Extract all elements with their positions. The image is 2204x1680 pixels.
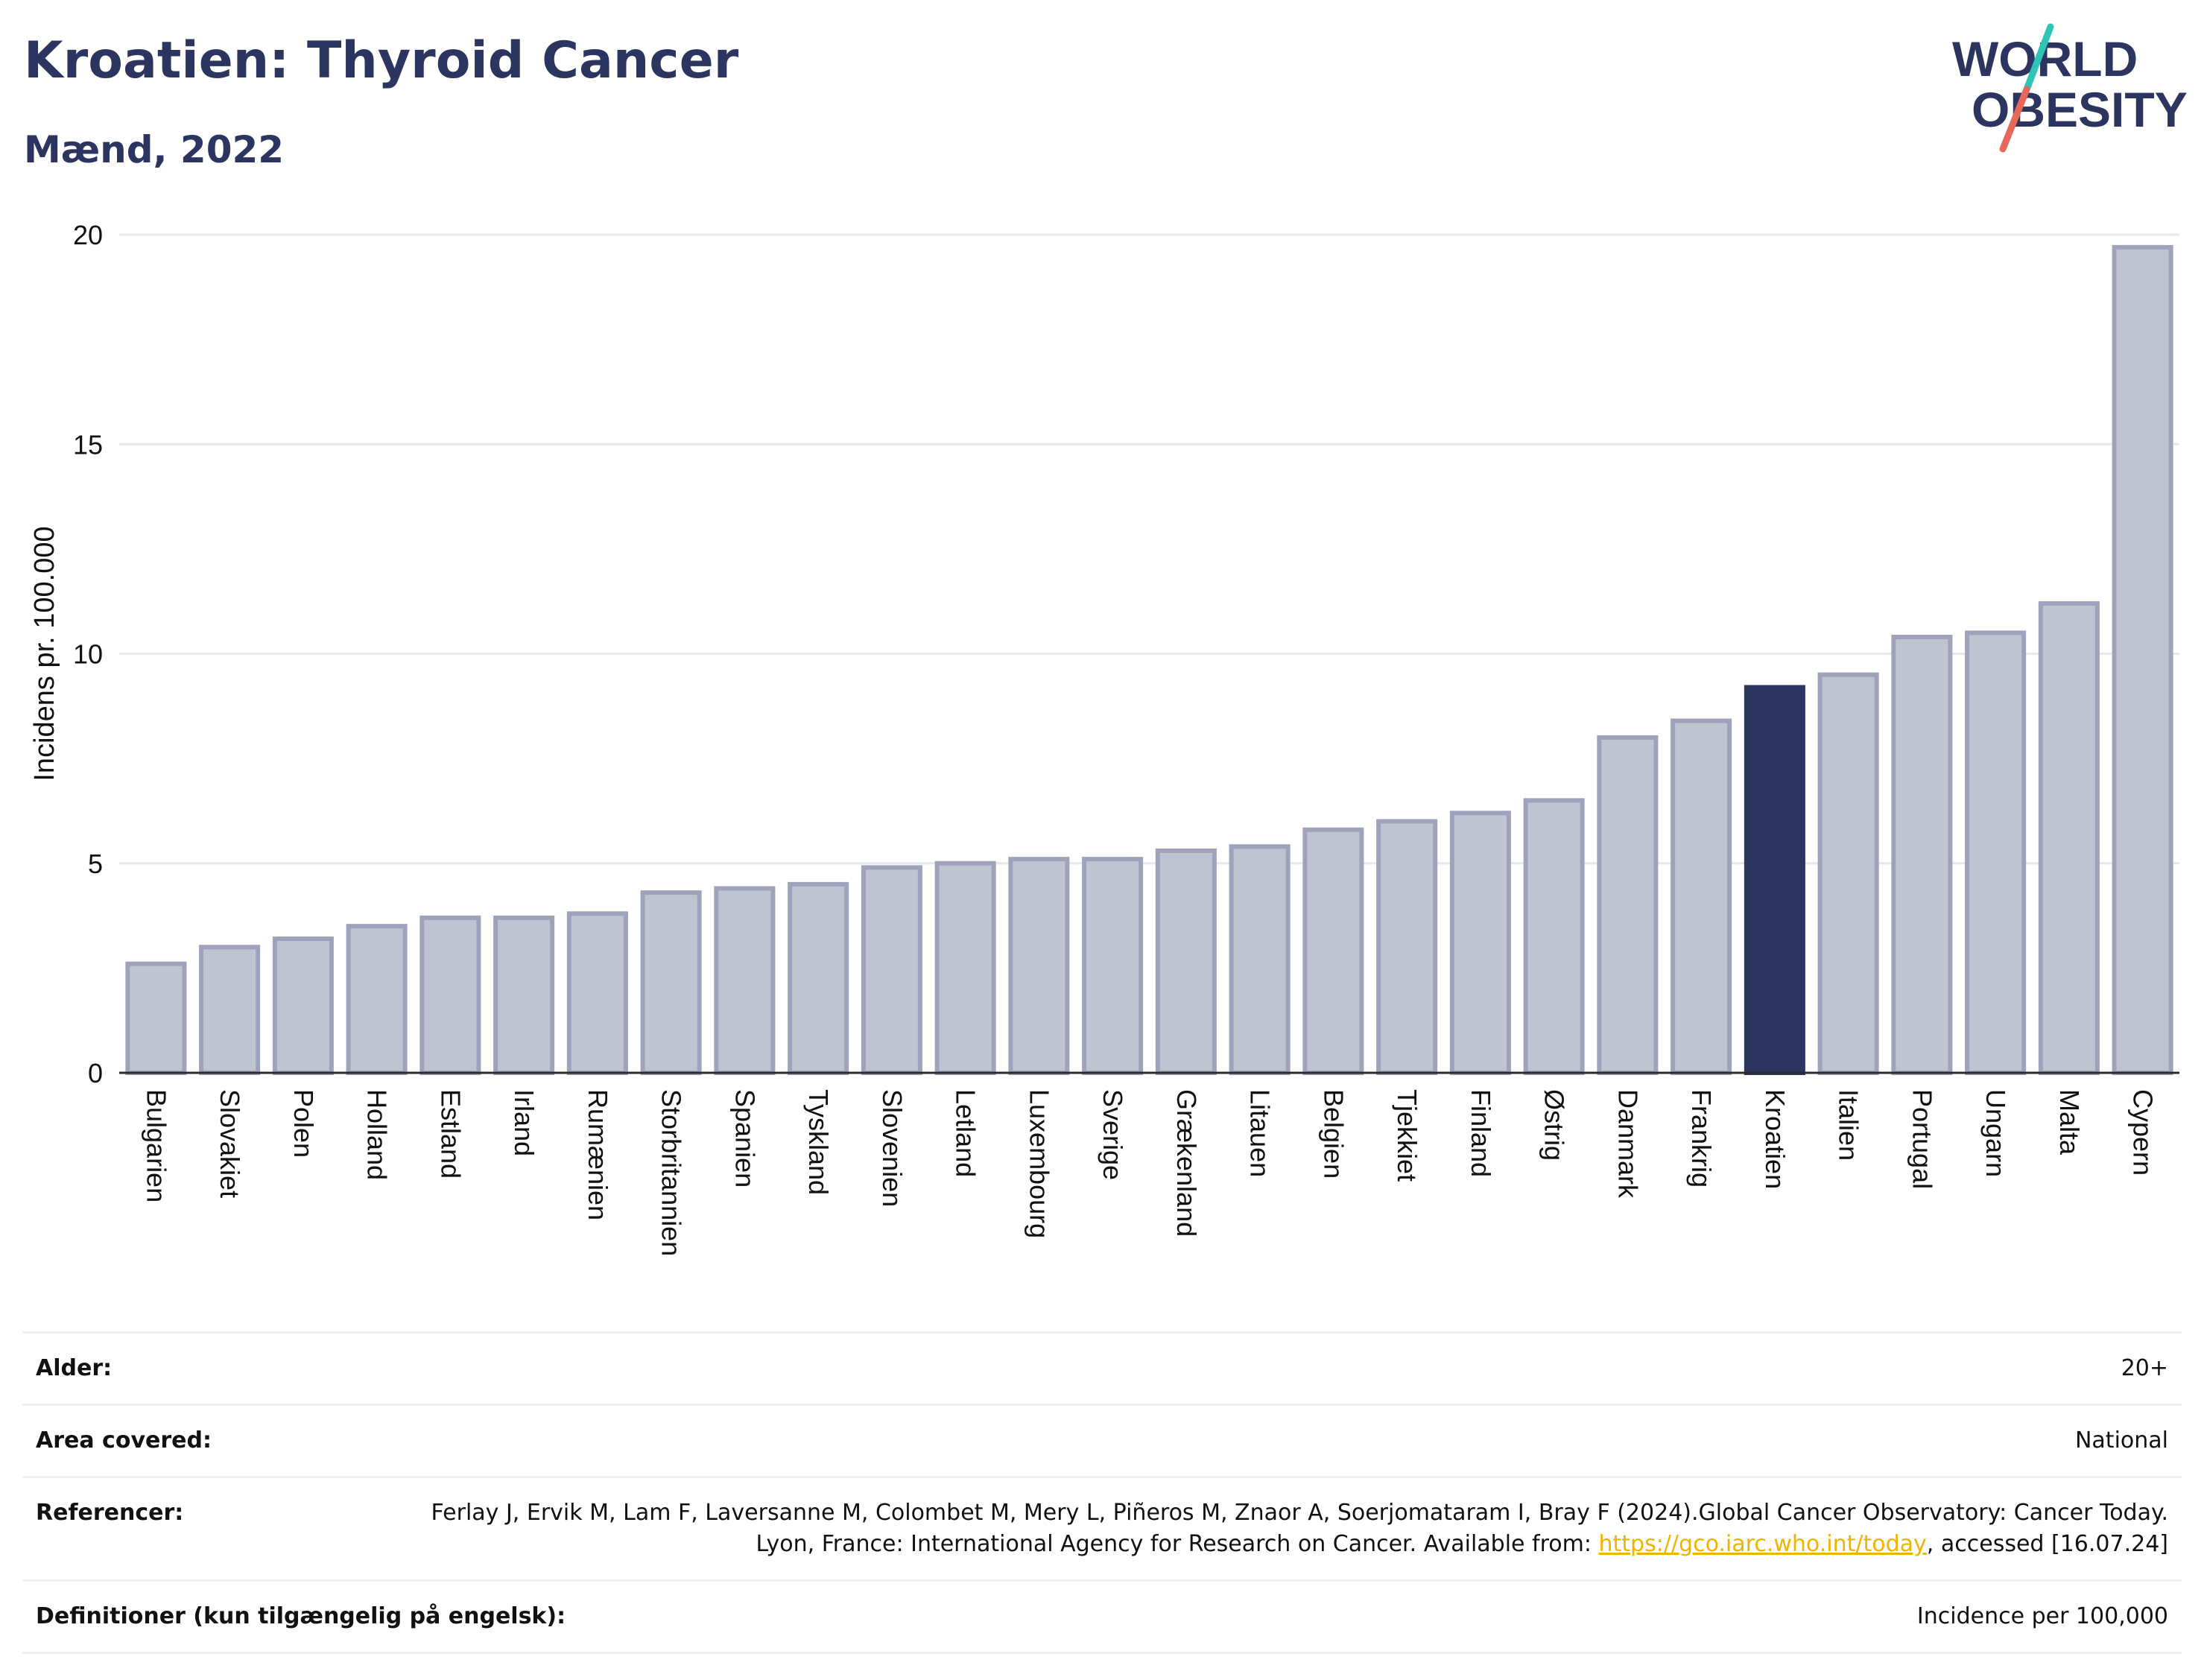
x-tick-label: Malta: [2054, 1089, 2085, 1156]
info-table: Alder: 20+ Area covered: National Refere…: [22, 1331, 2182, 1654]
x-tick-label: Bulgarien: [141, 1089, 171, 1202]
definitions-row: Definitioner (kun tilgængelig på engelsk…: [22, 1582, 2182, 1654]
y-tick-label: 10: [73, 639, 103, 670]
x-tick-label: Ungarn: [1980, 1089, 2011, 1177]
x-tick-label: Grækenland: [1171, 1089, 1202, 1237]
logo-slash-bottom: [1999, 86, 2030, 153]
bar-chart: 0 5 10 15 20 Bulgarien Slovakiet Polen Holland Es…: [29, 220, 2179, 1256]
x-tick-label: Tyskland: [803, 1089, 834, 1195]
logo-slash-top: [2023, 23, 2054, 93]
bar-polen: [272, 936, 334, 1075]
x-tick-label: Slovakiet: [215, 1089, 245, 1198]
bar-storbritannien: [640, 890, 702, 1075]
area-label: Area covered:: [36, 1427, 212, 1454]
references-accessed: , accessed [16.07.24]: [1926, 1531, 2168, 1557]
x-tick-label: Estland: [435, 1089, 466, 1179]
area-value: National: [2074, 1427, 2168, 1454]
bar-østrig: [1523, 798, 1585, 1075]
bar-finland: [1449, 811, 1511, 1075]
x-tick-label: Kroatien: [1760, 1089, 1790, 1189]
x-tick-label: Rumænien: [583, 1089, 613, 1220]
x-tick-label: Spanien: [729, 1089, 760, 1188]
x-tick-label: Italien: [1834, 1089, 1864, 1161]
bar-tjekkiet: [1376, 819, 1438, 1075]
bar-luxembourg: [1008, 857, 1070, 1075]
x-tick-label: Sverige: [1098, 1089, 1128, 1180]
bar-kroatien: [1744, 685, 1805, 1075]
bar-ungarn: [1965, 630, 2027, 1075]
area-row: Area covered: National: [22, 1406, 2182, 1478]
x-tick-label: Slovenien: [877, 1089, 908, 1207]
references-text: Ferlay J, Ervik M, Lam F, Laversanne M, …: [431, 1500, 2168, 1557]
definitions-value: Incidence per 100,000: [1916, 1603, 2168, 1629]
x-tick-label: Tjekkiet: [1392, 1089, 1422, 1182]
bar-bulgarien: [125, 961, 187, 1075]
definitions-label: Definitioner (kun tilgængelig på engelsk…: [36, 1603, 566, 1629]
x-tick-label: Frankrig: [1686, 1089, 1717, 1188]
y-axis-label: Incidens pr. 100.000: [29, 526, 60, 781]
references-value: Ferlay J, Ervik M, Lam F, Laversanne M, …: [380, 1497, 2168, 1560]
x-tick-label: Holland: [362, 1089, 393, 1180]
bar-grækenland: [1155, 848, 1217, 1075]
x-tick-label: Cypern: [2128, 1089, 2159, 1176]
world-obesity-logo: WORLD OBESITY: [1952, 23, 2188, 153]
y-tick-label: 0: [88, 1058, 103, 1088]
x-tick-label: Letland: [951, 1089, 981, 1177]
bar-frankrig: [1671, 718, 1732, 1075]
bars: [125, 244, 2173, 1075]
bar-slovenien: [861, 865, 922, 1075]
age-row: Alder: 20+: [22, 1334, 2182, 1406]
bar-malta: [2038, 601, 2100, 1075]
bar-letland: [934, 860, 996, 1075]
bar-estland: [419, 915, 481, 1075]
x-tick-label: Danmark: [1612, 1089, 1643, 1199]
bar-spanien: [714, 886, 776, 1075]
bar-holland: [346, 924, 408, 1075]
chart-title: Kroatien: Thyroid Cancer: [24, 31, 739, 90]
y-tick-label: 5: [88, 849, 103, 879]
x-tick-label: Finland: [1466, 1089, 1496, 1177]
x-tick-label: Østrig: [1539, 1089, 1570, 1161]
references-row: Referencer: Ferlay J, Ervik M, Lam F, La…: [22, 1478, 2182, 1582]
bar-tyskland: [788, 881, 849, 1075]
chart-subtitle: Mænd, 2022: [24, 128, 285, 171]
age-value: 20+: [2121, 1355, 2168, 1381]
bar-italien: [1817, 672, 1879, 1075]
references-link[interactable]: https://gco.iarc.who.int/today: [1598, 1531, 1927, 1557]
references-label: Referencer:: [36, 1500, 184, 1526]
bar-danmark: [1597, 735, 1659, 1075]
x-tick-label: Portugal: [1907, 1089, 1937, 1189]
bar-litauen: [1229, 844, 1291, 1075]
x-tick-label: Litauen: [1245, 1089, 1276, 1177]
x-tick-label: Storbritannien: [656, 1089, 687, 1256]
bar-sverige: [1082, 857, 1144, 1075]
bar-belgien: [1302, 827, 1364, 1075]
logo-line-2: OBESITY: [1972, 82, 2188, 137]
x-tick-label: Polen: [288, 1089, 319, 1158]
x-tick-label: Irland: [509, 1089, 539, 1156]
age-label: Alder:: [36, 1355, 113, 1381]
x-tick-label: Belgien: [1318, 1089, 1349, 1179]
y-tick-label: 20: [73, 220, 103, 250]
bar-cypern: [2112, 244, 2173, 1075]
bar-rumænien: [566, 911, 628, 1075]
bar-slovakiet: [199, 945, 261, 1075]
axes: 0 5 10 15 20 Bulgarien Slovakiet Polen Holland Es…: [73, 220, 2179, 1256]
bar-portugal: [1891, 635, 1953, 1075]
x-tick-label: Luxembourg: [1024, 1089, 1054, 1238]
bar-irland: [493, 915, 555, 1075]
y-tick-label: 15: [73, 429, 103, 460]
